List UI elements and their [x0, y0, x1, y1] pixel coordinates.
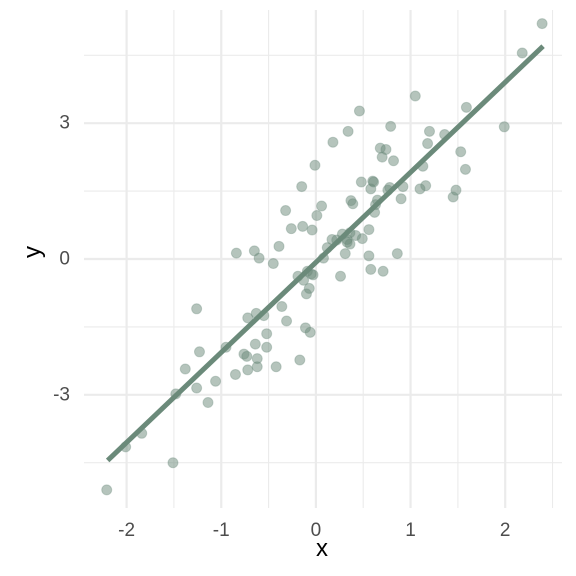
- data-point: [363, 250, 375, 262]
- x-tick-label: 0: [311, 520, 322, 541]
- fit-line: [105, 44, 545, 463]
- data-point: [261, 328, 273, 340]
- data-point: [270, 361, 282, 373]
- data-point: [365, 263, 377, 275]
- data-point: [353, 105, 365, 117]
- data-point: [344, 238, 356, 250]
- y-axis-title: y: [19, 246, 46, 258]
- data-point: [248, 245, 260, 257]
- data-point: [420, 180, 432, 192]
- data-point: [536, 18, 548, 30]
- data-point: [377, 265, 389, 277]
- data-point: [101, 484, 113, 496]
- data-point: [306, 224, 318, 236]
- data-point: [297, 220, 309, 232]
- x-tick-label: -2: [118, 520, 135, 541]
- x-tick-label: 1: [405, 520, 416, 541]
- data-point: [267, 258, 279, 270]
- data-point: [516, 47, 528, 59]
- fit-line-group: [105, 44, 545, 463]
- y-tick-label: 0: [59, 249, 70, 270]
- y-tick-labels: -3 0 3: [53, 113, 70, 406]
- data-point: [450, 184, 462, 196]
- data-point: [296, 181, 308, 193]
- data-point: [253, 252, 265, 264]
- data-point: [460, 101, 472, 113]
- data-point: [311, 210, 323, 222]
- data-point: [230, 247, 242, 259]
- data-point: [280, 205, 292, 217]
- data-point: [355, 176, 367, 188]
- data-point: [388, 155, 400, 167]
- data-point: [285, 223, 297, 235]
- data-point: [210, 375, 222, 387]
- data-point: [191, 382, 203, 394]
- data-point: [261, 341, 273, 353]
- data-point: [242, 312, 254, 324]
- data-point: [327, 136, 339, 148]
- data-point: [307, 269, 319, 281]
- data-point: [241, 350, 253, 362]
- data-point: [193, 346, 205, 358]
- x-tick-labels: -2 -1 0 1 2: [118, 520, 510, 541]
- data-point: [179, 363, 191, 375]
- data-point: [385, 120, 397, 132]
- data-point: [391, 248, 403, 260]
- data-point: [409, 90, 421, 102]
- data-point: [273, 240, 285, 252]
- data-point: [498, 121, 510, 133]
- data-point: [380, 143, 392, 155]
- data-point: [422, 138, 434, 150]
- data-point: [294, 354, 306, 366]
- data-point: [342, 125, 354, 137]
- y-tick-label: 3: [59, 113, 70, 134]
- data-point: [191, 303, 203, 315]
- data-point: [335, 270, 347, 282]
- data-point: [309, 159, 321, 171]
- x-tick-label: -1: [213, 520, 230, 541]
- data-point: [251, 361, 263, 373]
- data-point: [368, 176, 380, 188]
- data-point: [339, 248, 351, 260]
- data-point: [347, 198, 359, 210]
- data-point: [242, 364, 254, 376]
- y-tick-label: -3: [53, 384, 70, 405]
- data-point: [229, 368, 241, 380]
- data-point: [202, 397, 214, 409]
- data-point: [167, 457, 179, 469]
- x-tick-label: 2: [500, 520, 511, 541]
- data-point: [276, 301, 288, 313]
- data-point: [459, 163, 471, 175]
- data-point: [423, 125, 435, 137]
- data-point: [356, 233, 368, 245]
- data-point: [455, 146, 467, 158]
- x-axis-title: x: [316, 535, 328, 562]
- data-point: [316, 200, 328, 212]
- data-point: [303, 282, 315, 294]
- data-point: [281, 315, 293, 327]
- data-point: [304, 326, 316, 338]
- data-point: [363, 224, 375, 236]
- data-point: [395, 193, 407, 205]
- data-point: [249, 338, 261, 350]
